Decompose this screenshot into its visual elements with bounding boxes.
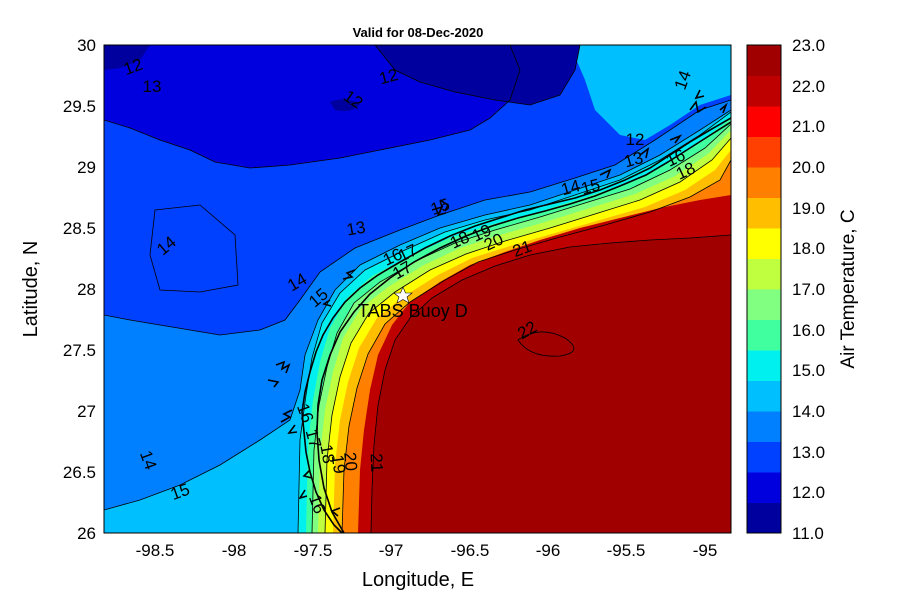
plot-frame (103, 44, 732, 534)
x-tick-label: -95 (693, 541, 718, 560)
y-tick-label: 29 (77, 158, 96, 177)
contour-label-18-s: 18 (316, 443, 338, 465)
band-24C (371, 235, 731, 533)
colorbar-cell (747, 228, 781, 259)
colorbar: 23.0 22.0 21.0 20.0 19.0 18.0 17.0 16.0 … (746, 36, 859, 543)
colorbar-tick-label: 20.0 (792, 158, 825, 177)
x-axis: -98.5 -98 -97.5 -97 -96.5 -96 -95.5 -95 … (136, 541, 718, 591)
region-11C-w (104, 45, 150, 70)
contour-label-21-s: 21 (367, 453, 387, 473)
colorbar-ticks: 23.0 22.0 21.0 20.0 19.0 18.0 17.0 16.0 … (792, 36, 825, 543)
contour-label-14-e: 14 (559, 176, 582, 199)
y-tick-label: 27 (77, 402, 96, 421)
plot-title: Valid for 08-Dec-2020 (353, 25, 484, 40)
y-tick-label: 27.5 (63, 341, 96, 360)
contour-label-19-s: 19 (328, 454, 349, 475)
station-star-icon (393, 286, 413, 304)
colorbar-tick-label: 15.0 (792, 361, 825, 380)
colorbar-cell (747, 75, 781, 107)
x-tick-label: -98 (222, 541, 247, 560)
colorbar-cell (747, 502, 781, 534)
contour-label-17-s: 17 (302, 427, 325, 450)
x-tick-label: -95.5 (607, 541, 646, 560)
region-12C-ne (570, 45, 731, 140)
colorbar-tick-label: 16.0 (792, 321, 825, 340)
x-tick-label: -98.5 (136, 541, 175, 560)
x-axis-label: Longitude, E (362, 569, 474, 591)
colorbar-tick-label: 23.0 (792, 36, 825, 55)
map-area: 12 13 12 12 14 12 13 14 15 16 18 13 14 1… (104, 45, 731, 533)
colorbar-cell (747, 258, 781, 290)
y-tick-label: 30 (77, 36, 96, 55)
x-tick-label: -97.5 (294, 541, 333, 560)
colorbar-cell (747, 289, 781, 320)
contour-label-20-s: 20 (340, 451, 361, 472)
colorbar-tick-label: 18.0 (792, 239, 825, 258)
colorbar-cell (747, 411, 781, 442)
colorbar-tick-label: 19.0 (792, 199, 825, 218)
y-tick-label: 28.5 (63, 219, 96, 238)
colorbar-tick-label: 12.0 (792, 483, 825, 502)
contour-label-13-c: 13 (345, 218, 367, 240)
y-tick-label: 26 (77, 524, 96, 543)
colorbar-tick-label: 17.0 (792, 280, 825, 299)
colorbar-label: Air Temperature, C (838, 209, 859, 368)
y-axis-label: Latitude, N (20, 241, 42, 338)
colorbar-cell (747, 350, 781, 381)
y-tick-label: 28 (77, 280, 96, 299)
contour-label-15-e: 15 (579, 175, 602, 198)
colorbar-tick-label: 11.0 (792, 524, 824, 543)
colorbar-cell (747, 472, 781, 503)
colorbar-frame (746, 44, 782, 534)
x-tick-label: -96 (536, 541, 561, 560)
y-tick-label: 26.5 (63, 463, 96, 482)
colorbar-cell (747, 197, 781, 229)
x-tick-label: -97 (379, 541, 404, 560)
colorbar-cell (747, 45, 781, 76)
colorbar-cell (747, 319, 781, 351)
contour-label-13-e: 13 (622, 148, 645, 171)
colorbar-tick-label: 13.0 (792, 443, 825, 462)
colorbar-cell (747, 136, 781, 168)
colorbar-cells (747, 45, 781, 534)
region-11C-blob (330, 99, 360, 112)
coastline (267, 89, 731, 533)
y-axis: 30 29.5 29 28.5 28 27.5 27 26.5 26 Latit… (20, 36, 96, 543)
colorbar-cell (747, 441, 781, 473)
contour-label-13-nw: 13 (143, 77, 162, 96)
colorbar-tick-label: 14.0 (792, 402, 825, 421)
x-tick-label: -96.5 (451, 541, 490, 560)
y-tick-label: 29.5 (63, 97, 96, 116)
colorbar-cell (747, 380, 781, 412)
station-marker: TABS Buoy D (358, 286, 468, 321)
contour-label-12-n: 12 (377, 65, 400, 88)
station-label: TABS Buoy D (358, 301, 468, 321)
colorbar-cell (747, 167, 781, 198)
contour-label-12-e: 12 (626, 130, 645, 149)
colorbar-tick-label: 21.0 (792, 117, 825, 136)
colorbar-tick-label: 22.0 (792, 77, 825, 96)
region-11C (375, 45, 580, 105)
colorbar-cell (747, 106, 781, 137)
